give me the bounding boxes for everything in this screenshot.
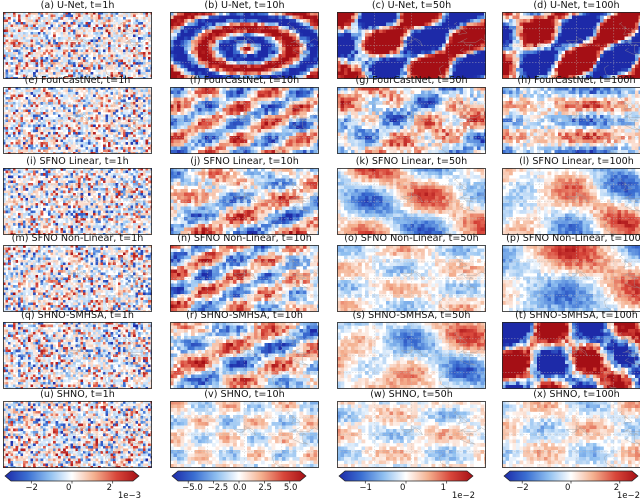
colorbar-gradient — [171, 470, 307, 484]
colorbar-tick-label: −2.5 — [208, 483, 229, 493]
field-map — [170, 322, 319, 389]
panel-23: (w) SHNO, t=50h — [337, 389, 486, 469]
field-map — [337, 322, 486, 389]
colorbar-tick-label: 1 — [441, 483, 446, 493]
colorbar-gradient — [4, 470, 140, 484]
panel-8: (h) FourCastNet, t=100h — [502, 75, 640, 155]
colorbar-4: −2 0 2 1e−2 — [502, 470, 640, 501]
panel-4: (d) U-Net, t=100h — [502, 0, 640, 80]
panel-title: (a) U-Net, t=1h — [3, 0, 152, 12]
panel-title: (m) SFNO Non-Linear, t=1h — [3, 233, 152, 245]
field-map — [337, 87, 486, 154]
colorbar-tick-label: −2 — [25, 483, 38, 493]
colorbar-tick-label: −5.0 — [182, 483, 203, 493]
panel-title: (u) SHNO, t=1h — [3, 389, 152, 401]
panel-1: (a) U-Net, t=1h — [3, 0, 152, 80]
colorbar-3: −1 0 1 1e−2 — [337, 470, 475, 501]
colorbar-tick-label: 0.0 — [233, 483, 247, 493]
panel-11: (k) SFNO Linear, t=50h — [337, 156, 486, 236]
field-map — [502, 401, 640, 468]
panel-7: (g) FourCastNet, t=50h — [337, 75, 486, 155]
panel-title: (w) SHNO, t=50h — [337, 389, 486, 401]
panel-title: (e) FourCastNet, t=1h — [3, 75, 152, 87]
colorbar-tick-label: 2.5 — [258, 483, 272, 493]
field-map — [502, 87, 640, 154]
panel-title: (l) SFNO Linear, t=100h — [502, 156, 640, 168]
field-map — [3, 168, 152, 235]
panel-9: (i) SFNO Linear, t=1h — [3, 156, 152, 236]
colorbar-gradient — [503, 470, 639, 484]
panel-18: (r) SHNO-SMHSA, t=10h — [170, 310, 319, 390]
colorbar-tick-label: 5.0 — [284, 483, 298, 493]
panel-title: (c) U-Net, t=50h — [337, 0, 486, 12]
colorbar-tick-label: 2 — [614, 483, 619, 493]
colorbar-offset-label: 1e−2 — [617, 491, 640, 501]
field-map — [3, 401, 152, 468]
field-map — [502, 245, 640, 312]
panel-title: (r) SHNO-SMHSA, t=10h — [170, 310, 319, 322]
panel-6: (f) FourCastNet, t=10h — [170, 75, 319, 155]
panel-title: (s) SHNO-SMHSA, t=50h — [337, 310, 486, 322]
colorbar-1: −2 0 2 1e−3 — [3, 470, 141, 501]
panel-title: (t) SHNO-SMHSA, t=100h — [502, 310, 640, 322]
panel-title: (f) FourCastNet, t=10h — [170, 75, 319, 87]
panel-14: (n) SFNO Non-Linear, t=10h — [170, 233, 319, 313]
panel-title: (i) SFNO Linear, t=1h — [3, 156, 152, 168]
panel-title: (p) SFNO Non-Linear, t=100h — [502, 233, 640, 245]
panel-2: (b) U-Net, t=10h — [170, 0, 319, 80]
colorbar-tick-label: 0 — [66, 483, 71, 493]
field-map — [337, 401, 486, 468]
panel-title: (k) SFNO Linear, t=50h — [337, 156, 486, 168]
field-map — [502, 322, 640, 389]
field-map — [502, 12, 640, 79]
panel-22: (v) SHNO, t=10h — [170, 389, 319, 469]
colorbar-tick-label: 0 — [400, 483, 405, 493]
panel-title: (x) SHNO, t=100h — [502, 389, 640, 401]
panel-title: (d) U-Net, t=100h — [502, 0, 640, 12]
panel-19: (s) SHNO-SMHSA, t=50h — [337, 310, 486, 390]
panel-13: (m) SFNO Non-Linear, t=1h — [3, 233, 152, 313]
panel-3: (c) U-Net, t=50h — [337, 0, 486, 80]
field-map — [170, 87, 319, 154]
panel-20: (t) SHNO-SMHSA, t=100h — [502, 310, 640, 390]
panel-21: (u) SHNO, t=1h — [3, 389, 152, 469]
field-map — [170, 245, 319, 312]
field-map — [3, 245, 152, 312]
colorbar-tick-label: 2 — [107, 483, 112, 493]
field-map — [3, 322, 152, 389]
field-map — [337, 168, 486, 235]
panel-10: (j) SFNO Linear, t=10h — [170, 156, 319, 236]
panel-title: (n) SFNO Non-Linear, t=10h — [170, 233, 319, 245]
panel-16: (p) SFNO Non-Linear, t=100h — [502, 233, 640, 313]
colorbar-offset-label: 1e−2 — [452, 491, 475, 501]
field-map — [337, 245, 486, 312]
panel-title: (q) SHNO-SMHSA, t=1h — [3, 310, 152, 322]
panel-title: (h) FourCastNet, t=100h — [502, 75, 640, 87]
field-map — [337, 12, 486, 79]
field-map — [3, 12, 152, 79]
panel-title: (o) SFNO Non-Linear, t=50h — [337, 233, 486, 245]
panel-title: (b) U-Net, t=10h — [170, 0, 319, 12]
colorbar-offset-label: 1e−3 — [118, 491, 141, 501]
panel-5: (e) FourCastNet, t=1h — [3, 75, 152, 155]
colorbar-2: −5.0 −2.5 0.0 2.5 5.0 — [170, 470, 308, 500]
colorbar-tick-label: −1 — [359, 483, 372, 493]
panel-24: (x) SHNO, t=100h — [502, 389, 640, 469]
field-map — [170, 401, 319, 468]
colorbar-gradient — [338, 470, 474, 484]
panel-title: (g) FourCastNet, t=50h — [337, 75, 486, 87]
panel-15: (o) SFNO Non-Linear, t=50h — [337, 233, 486, 313]
panel-title: (j) SFNO Linear, t=10h — [170, 156, 319, 168]
field-map — [170, 12, 319, 79]
panel-12: (l) SFNO Linear, t=100h — [502, 156, 640, 236]
colorbar-tick-label: 0 — [565, 483, 570, 493]
panel-title: (v) SHNO, t=10h — [170, 389, 319, 401]
panel-17: (q) SHNO-SMHSA, t=1h — [3, 310, 152, 390]
field-map — [170, 168, 319, 235]
field-map — [3, 87, 152, 154]
field-map — [502, 168, 640, 235]
colorbar-tick-label: −2 — [516, 483, 529, 493]
